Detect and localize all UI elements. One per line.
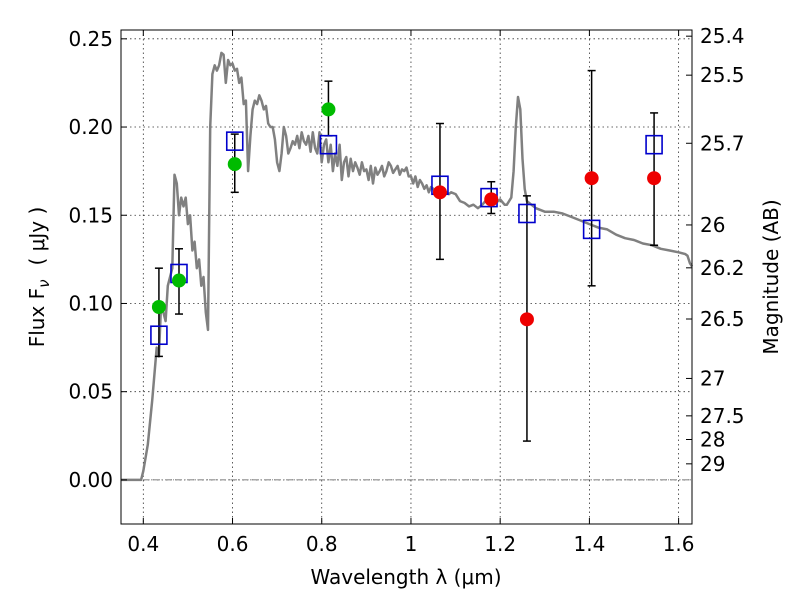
tick-layer: 0.4 0.6 0.8 1 1.2 1.4 1.6 0.00 0.05 0.10 0.15 0.20 0… — [68, 24, 744, 556]
mag-tick-label: 26.2 — [700, 256, 745, 280]
y-tick-label: 0.20 — [68, 115, 113, 139]
y-tick-label: 0.05 — [68, 380, 113, 404]
x-tick-label: 1.2 — [484, 532, 516, 556]
mag-tick-label: 26 — [700, 213, 725, 237]
marker-layer — [150, 102, 663, 346]
x-tick-label: 1 — [405, 532, 418, 556]
mag-tick-label: 28 — [700, 427, 725, 451]
model-square-marker — [150, 325, 168, 346]
y-tick-label: 0.10 — [68, 291, 113, 315]
mag-tick-label: 27.5 — [700, 404, 745, 428]
right-axis-label: Magnitude (AB) — [759, 199, 783, 354]
y-axis-label-unit: ( μJy ) — [25, 207, 49, 266]
x-tick-label: 1.4 — [573, 532, 605, 556]
x-tick-label: 0.4 — [127, 532, 159, 556]
y-axis-label-main: Flux F — [25, 288, 49, 347]
x-tick-label: 0.6 — [217, 532, 249, 556]
mag-tick-label: 27 — [700, 366, 725, 390]
model-square-marker — [225, 131, 244, 151]
x-tick-label: 0.8 — [306, 532, 338, 556]
y-tick-label: 0.15 — [68, 203, 113, 227]
model-square-marker — [518, 203, 536, 224]
red-data-point — [584, 171, 599, 186]
y-axis-label: Flux Fν ( μJy ) — [25, 207, 53, 348]
green-data-point — [171, 273, 186, 288]
mag-tick-label: 25.7 — [700, 131, 745, 155]
green-data-point — [151, 299, 166, 314]
y-tick-label: 0.00 — [68, 468, 113, 492]
grid-layer — [121, 30, 692, 524]
red-data-point — [647, 171, 662, 186]
model-square-marker — [645, 134, 663, 155]
mag-tick-label: 26.5 — [700, 307, 745, 331]
red-data-point — [519, 312, 534, 327]
red-data-point — [432, 185, 447, 200]
green-data-point — [321, 102, 336, 117]
spectrum-line — [121, 51, 694, 482]
model-square-marker — [319, 134, 338, 155]
mag-tick-label: 25.4 — [700, 24, 745, 48]
model-square-marker — [582, 219, 601, 240]
plot-frame — [120, 29, 693, 525]
x-axis-label: Wavelength λ (μm) — [310, 565, 501, 589]
green-data-point — [227, 157, 242, 172]
mag-tick-label: 29 — [700, 452, 725, 476]
plot-background — [121, 30, 692, 524]
red-data-point — [484, 192, 499, 207]
y-tick-label: 0.25 — [68, 27, 113, 51]
y-axis-label-sub: ν — [35, 279, 53, 287]
x-tick-label: 1.6 — [663, 532, 695, 556]
spectrum-layer — [121, 51, 694, 482]
mag-tick-label: 25.5 — [700, 63, 745, 87]
